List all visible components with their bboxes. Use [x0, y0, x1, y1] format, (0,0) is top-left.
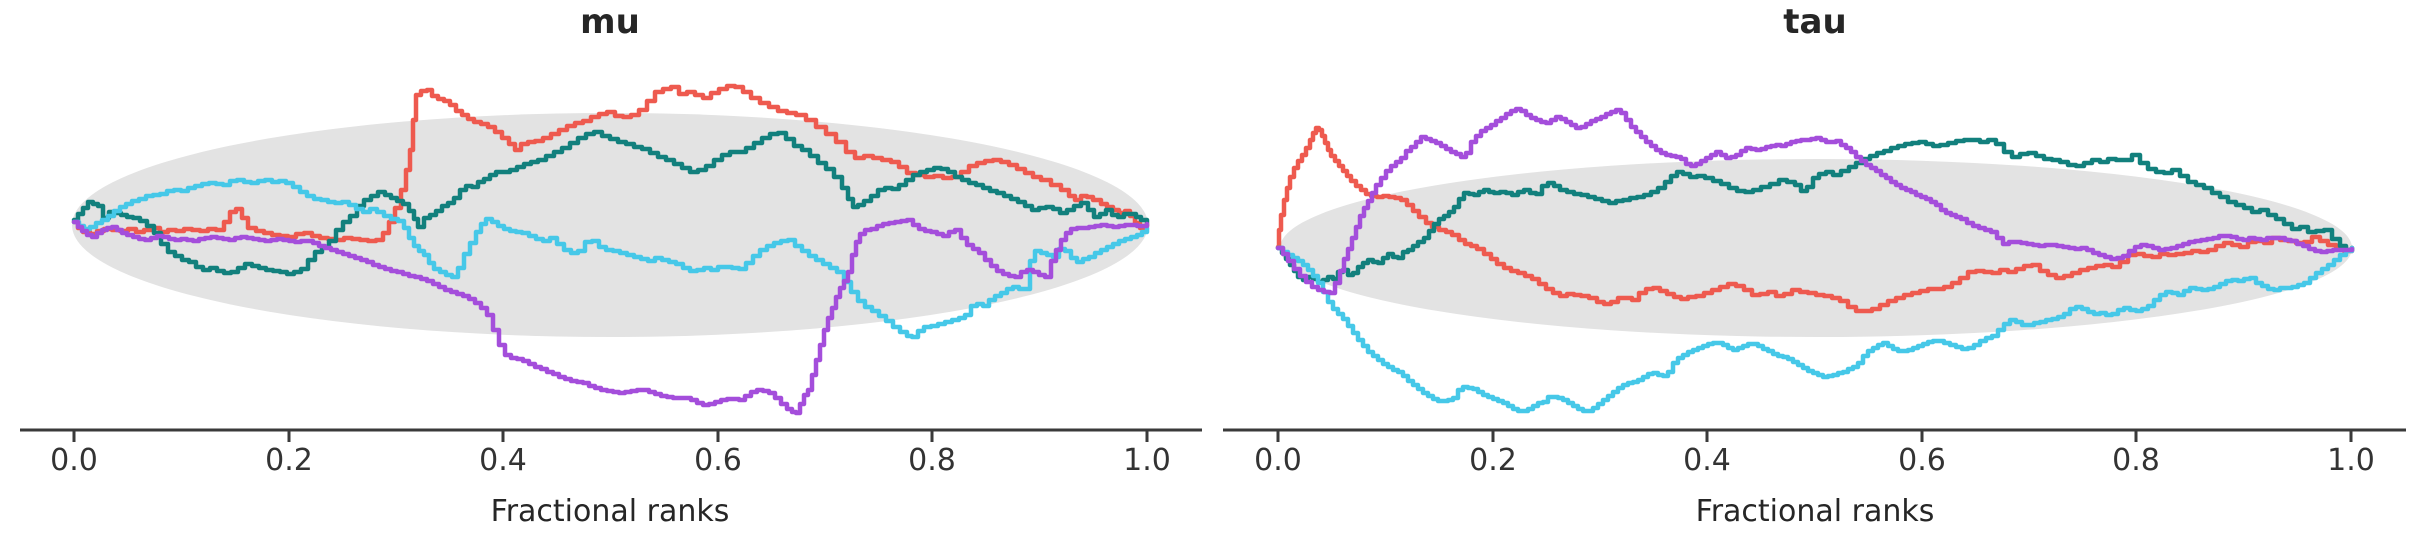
panel-title-tau: tau: [1783, 2, 1847, 42]
x-tick-label: 0.2: [1469, 443, 1517, 478]
x-tick-label: 0.6: [1898, 443, 1946, 478]
x-tick-label: 1.0: [2327, 443, 2375, 478]
chain-2-line: [71, 129, 1150, 277]
x-axis-label-mu: Fractional ranks: [490, 494, 730, 529]
x-tick-label: 0.0: [1254, 443, 1302, 478]
chain-4-line: [1275, 106, 2355, 296]
x-tick-label: 0.0: [50, 443, 98, 478]
chain-3-line: [1275, 245, 2355, 414]
confidence-band-ellipse: [72, 113, 1148, 337]
panel-title-mu: mu: [580, 2, 640, 42]
x-tick-label: 0.6: [694, 443, 742, 478]
x-tick-label: 0.4: [1683, 443, 1731, 478]
chain-1-line: [71, 83, 1150, 244]
chain-4-line: [71, 217, 1150, 416]
x-tick-label: 0.8: [2112, 443, 2160, 478]
x-tick-label: 0.8: [908, 443, 956, 478]
panel-mu: [20, 83, 1202, 442]
chain-2-line: [1275, 137, 2355, 285]
chain-3-line: [71, 177, 1150, 340]
panel-tau: [1223, 106, 2406, 442]
x-tick-label: 0.4: [479, 443, 527, 478]
x-tick-label: 1.0: [1123, 443, 1171, 478]
confidence-band-ellipse: [1280, 159, 2352, 337]
x-axis-label-tau: Fractional ranks: [1695, 494, 1935, 529]
x-tick-label: 0.2: [265, 443, 313, 478]
